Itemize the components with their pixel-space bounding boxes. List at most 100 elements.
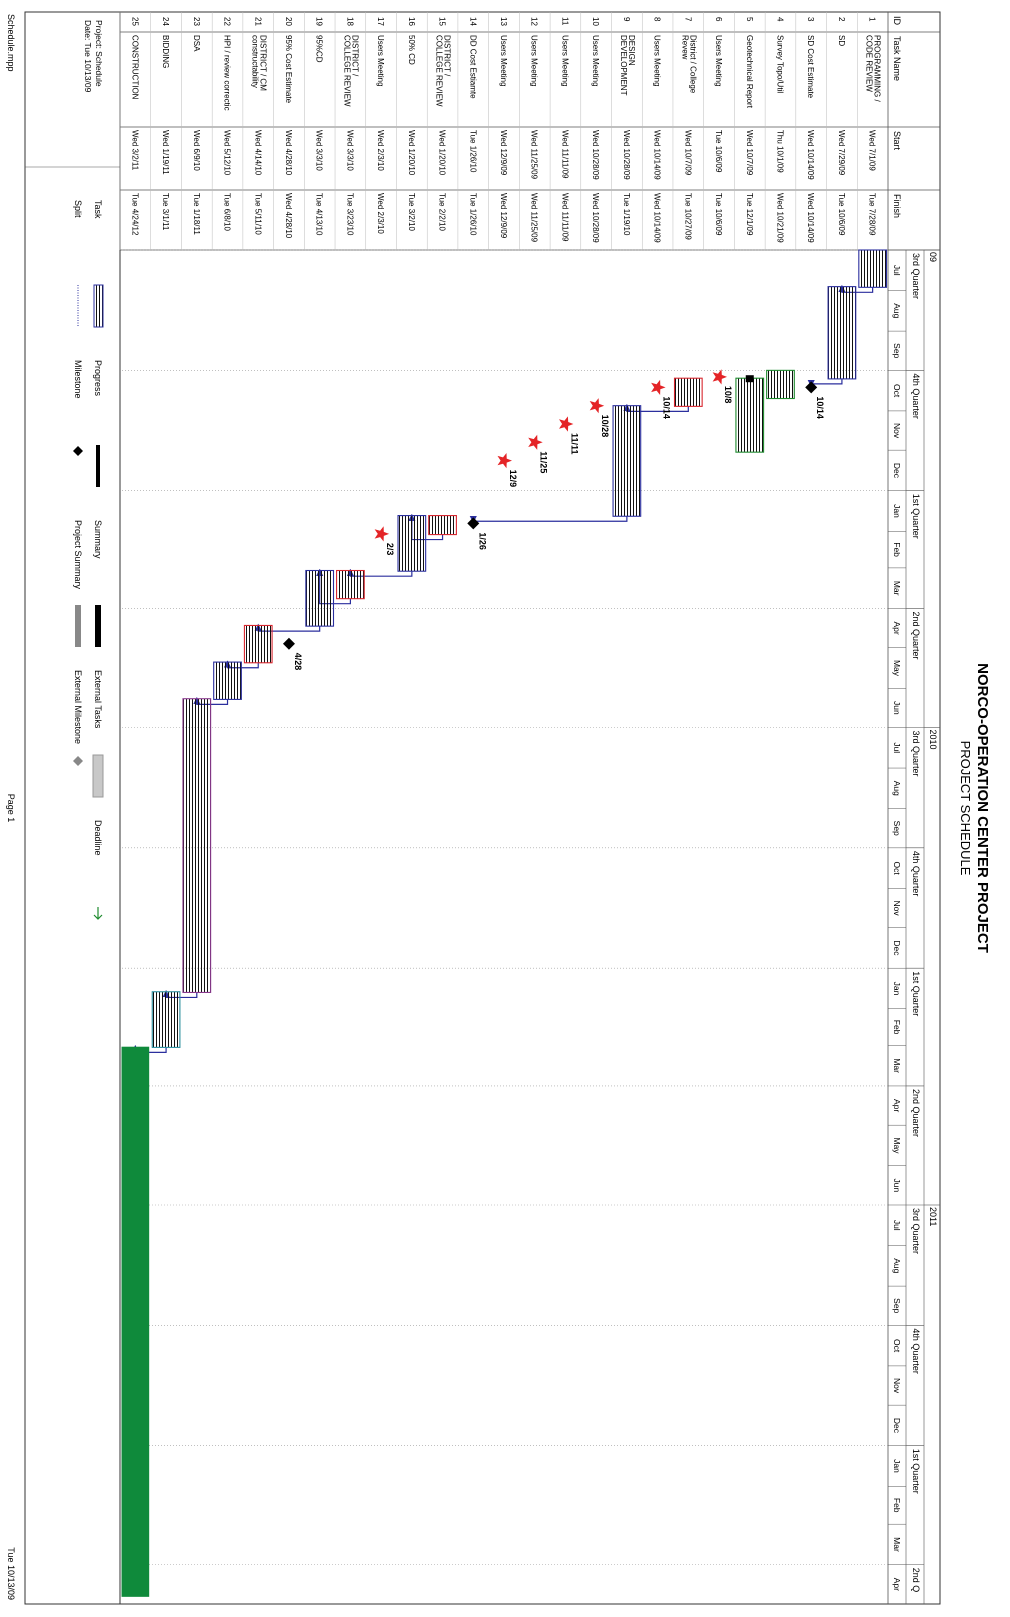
task-start: Wed 6/9/10 bbox=[192, 130, 201, 171]
dependency-arrow bbox=[469, 515, 628, 524]
task-start: Wed 11/25/09 bbox=[530, 130, 539, 180]
task-finish: Wed 11/25/09 bbox=[530, 193, 539, 243]
timescale-month: Jul bbox=[892, 265, 902, 276]
meeting-star-11 bbox=[559, 416, 574, 432]
timescale-quarter: 4th Quarter bbox=[911, 1328, 921, 1374]
task-name: 50% CD bbox=[407, 35, 416, 65]
task-name: DESIGN bbox=[627, 35, 636, 66]
task-id: 5 bbox=[745, 17, 754, 22]
table-header-finish: Finish bbox=[892, 194, 902, 218]
task-bar-19 bbox=[305, 569, 335, 627]
legend-symbol-projsummary bbox=[75, 605, 81, 647]
meeting-star-6 bbox=[712, 369, 727, 385]
dependency-arrow bbox=[807, 378, 843, 388]
milestone-label: 10/8 bbox=[723, 386, 733, 404]
task-id: 4 bbox=[775, 17, 784, 22]
task-start: Wed 3/3/10 bbox=[345, 130, 354, 171]
timescale-quarter: 1st Quarter bbox=[911, 1449, 921, 1494]
review-bar-7 bbox=[673, 377, 703, 407]
timescale-month: Oct bbox=[892, 1339, 902, 1353]
legend-symbol-task bbox=[93, 284, 104, 328]
legend-date-line: Date: Tue 10/13/09 bbox=[83, 20, 93, 93]
milestone-label: 11/11 bbox=[569, 433, 579, 455]
timescale-month: Mar bbox=[892, 1537, 902, 1552]
task-name: Users Meeting bbox=[591, 35, 600, 87]
timescale-month: Apr bbox=[892, 621, 902, 634]
timescale-month: Jun bbox=[892, 701, 902, 715]
sheet-frame bbox=[24, 11, 941, 1605]
timescale-quarter: 3rd Quarter bbox=[911, 730, 921, 776]
task-name: DISTRICT / bbox=[350, 35, 359, 77]
meeting-star-10 bbox=[589, 398, 605, 414]
milestone-label: 12/9 bbox=[508, 470, 518, 488]
task-bar-16 bbox=[397, 515, 427, 572]
timescale-quarter: 3rd Quarter bbox=[911, 253, 921, 299]
task-start: Thu 10/1/09 bbox=[775, 130, 784, 173]
task-id: 11 bbox=[560, 17, 569, 26]
legend-project-line: Project: Schedule bbox=[94, 20, 104, 87]
task-start: Wed 1/20/10 bbox=[407, 130, 416, 176]
meeting-star-12 bbox=[528, 434, 543, 450]
legend-label-deadline: Deadline bbox=[93, 820, 103, 856]
timescale-month: May bbox=[892, 660, 902, 677]
task-name: Users Meeting bbox=[376, 35, 385, 87]
table-header-start: Start bbox=[892, 131, 902, 151]
task-name: Survey Topo/Util bbox=[775, 35, 784, 93]
progress-marker bbox=[745, 375, 754, 383]
task-start: Wed 10/7/09 bbox=[745, 130, 754, 176]
task-id: 10 bbox=[591, 17, 600, 26]
timescale-month: Feb bbox=[892, 1498, 902, 1513]
task-name: PROGRAMMING / bbox=[873, 35, 882, 102]
timescale-month: Oct bbox=[892, 862, 902, 876]
task-finish: Tue 2/2/10 bbox=[438, 193, 447, 232]
meeting-star-17 bbox=[374, 526, 390, 542]
task-id: 6 bbox=[714, 17, 723, 22]
timescale-year: 2011 bbox=[928, 1207, 938, 1226]
task-name: Users Meeting bbox=[499, 35, 508, 87]
task-finish: Tue 3/23/10 bbox=[345, 193, 354, 236]
timescale-month: Dec bbox=[892, 1418, 902, 1434]
review-bar-21 bbox=[243, 624, 273, 664]
task-name: COLLEGE REVIEW bbox=[435, 35, 444, 107]
survey-bar-4 bbox=[766, 369, 795, 400]
task-name: DSA bbox=[192, 35, 201, 52]
timescale-month: Aug bbox=[892, 781, 902, 796]
timescale-month: May bbox=[892, 1137, 902, 1154]
timescale-month: Apr bbox=[892, 1578, 902, 1591]
task-start: Wed 4/28/10 bbox=[284, 130, 293, 176]
task-name: DEVELOPMENT bbox=[619, 35, 628, 96]
footer-page: Page 1 bbox=[6, 794, 16, 823]
timescale-month: Nov bbox=[892, 423, 902, 439]
timescale-header: 09 2010 2011 3rd Quarter 4th Quarter 1st Quar… bbox=[888, 249, 940, 1604]
task-start: Tue 1/26/10 bbox=[468, 130, 477, 173]
task-finish: Wed 2/3/10 bbox=[376, 193, 385, 234]
timescale-month: Feb bbox=[892, 542, 902, 557]
task-id: 19 bbox=[315, 17, 324, 26]
legend-label-milestone: Milestone bbox=[73, 360, 83, 399]
timescale-month: Sep bbox=[892, 343, 902, 358]
task-start: Wed 7/29/09 bbox=[837, 130, 846, 176]
task-finish: Tue 1/18/11 bbox=[192, 193, 201, 235]
task-start: Wed 4/14/10 bbox=[253, 130, 262, 176]
task-id: 25 bbox=[130, 17, 139, 26]
task-id: 23 bbox=[192, 17, 201, 26]
timescale-month: Mar bbox=[892, 581, 902, 596]
task-start: Wed 3/3/10 bbox=[315, 130, 324, 171]
task-name: COLLEGE REVIEW bbox=[342, 35, 351, 107]
task-id: 24 bbox=[161, 17, 170, 26]
task-name: CODE REVIEW bbox=[865, 35, 874, 92]
timescale-month: Jan bbox=[892, 1459, 902, 1473]
timescale-year: 09 bbox=[928, 252, 938, 262]
task-bar-9 bbox=[612, 405, 642, 517]
legend-label-progress: Progress bbox=[93, 360, 103, 397]
task-name: CONSTRUCTION bbox=[130, 35, 139, 100]
task-id: 16 bbox=[407, 17, 416, 26]
task-start: Wed 10/28/09 bbox=[622, 130, 631, 180]
task-finish: Tue 7/28/09 bbox=[868, 193, 877, 236]
task-finish: Tue 4/13/10 bbox=[315, 193, 324, 236]
task-finish: Tue 3/1/11 bbox=[161, 193, 170, 231]
task-name: constructability bbox=[250, 35, 259, 88]
task-finish: Wed 11/11/09 bbox=[560, 193, 569, 242]
task-name: Users Meeting bbox=[714, 35, 723, 87]
task-id: 2 bbox=[837, 17, 846, 22]
